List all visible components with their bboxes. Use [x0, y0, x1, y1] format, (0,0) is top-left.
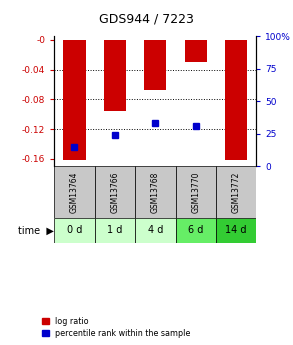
Text: GDS944 / 7223: GDS944 / 7223: [99, 12, 194, 25]
Text: GSM13764: GSM13764: [70, 171, 79, 213]
Bar: [135, 166, 176, 218]
Legend: log ratio, percentile rank within the sample: log ratio, percentile rank within the sa…: [42, 317, 190, 337]
Text: GSM13768: GSM13768: [151, 171, 160, 213]
Text: 14 d: 14 d: [225, 225, 247, 235]
Bar: [54, 166, 95, 218]
Text: GSM13770: GSM13770: [191, 171, 200, 213]
Bar: [176, 166, 216, 218]
Text: 1 d: 1 d: [107, 225, 122, 235]
Text: 0 d: 0 d: [67, 225, 82, 235]
Text: 4 d: 4 d: [148, 225, 163, 235]
Bar: [63, 40, 86, 159]
Bar: [225, 40, 247, 159]
Bar: [185, 40, 207, 62]
Bar: [104, 40, 126, 111]
Bar: [216, 218, 256, 243]
Bar: [95, 218, 135, 243]
Bar: [95, 166, 135, 218]
Bar: [135, 218, 176, 243]
Bar: [144, 40, 166, 90]
Text: 6 d: 6 d: [188, 225, 203, 235]
Text: time  ▶: time ▶: [18, 225, 53, 235]
Bar: [54, 218, 95, 243]
Bar: [176, 218, 216, 243]
Bar: [216, 166, 256, 218]
Text: GSM13772: GSM13772: [232, 171, 241, 213]
Text: GSM13766: GSM13766: [110, 171, 119, 213]
